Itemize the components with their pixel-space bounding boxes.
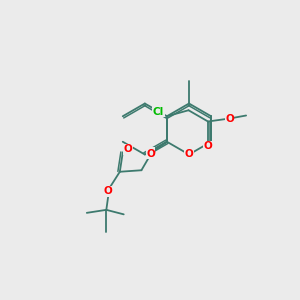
Text: O: O: [146, 148, 155, 158]
Text: O: O: [184, 149, 194, 160]
Text: O: O: [146, 149, 155, 159]
Text: O: O: [103, 186, 112, 196]
Text: O: O: [124, 144, 133, 154]
Text: Cl: Cl: [153, 107, 164, 117]
Text: O: O: [204, 141, 212, 152]
Text: O: O: [225, 113, 234, 124]
